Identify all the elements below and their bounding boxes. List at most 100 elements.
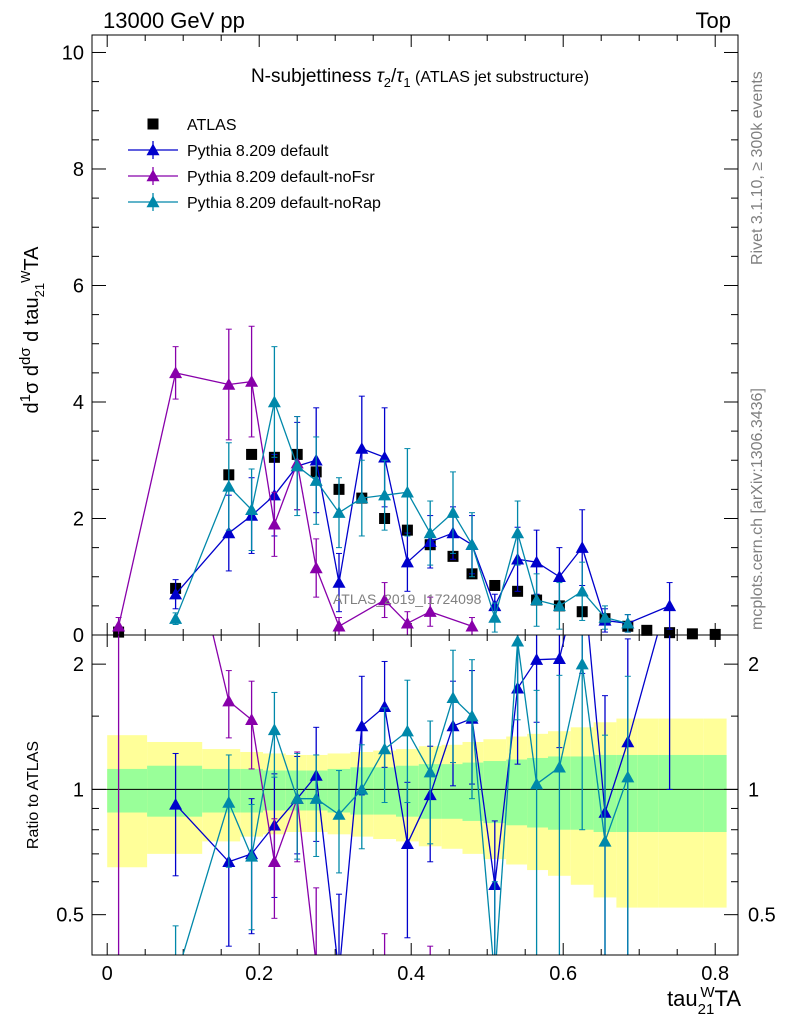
series-line-segment — [406, 491, 431, 534]
main-plot: 0 2 4 6 8 10 ATLAS_2019_I1724098 — [62, 34, 739, 647]
ratio-band-inner — [527, 757, 548, 828]
ratio-point — [400, 724, 414, 737]
series-line-segment — [338, 599, 385, 627]
data-point — [709, 628, 721, 640]
series-line-segment — [494, 532, 519, 618]
ratio-point — [222, 694, 236, 707]
data-point — [530, 555, 544, 568]
legend-label-atlas: ATLAS — [187, 117, 237, 134]
series-line-segment — [315, 460, 340, 583]
data-point — [511, 526, 525, 539]
ratio-point — [511, 634, 525, 647]
ratio-tick-label: 2 — [748, 654, 759, 676]
legend-marker-noRap — [146, 195, 160, 208]
data-point — [423, 526, 437, 539]
ratio-line-segment — [175, 804, 230, 863]
series-line-segment — [383, 457, 409, 563]
ratio-line-segment — [296, 798, 316, 956]
x-tick-label: 0.2 — [245, 963, 273, 985]
data-point — [489, 579, 501, 591]
legend-label-default: Pythia 8.209 default — [187, 143, 329, 160]
ratio-line-segment — [429, 725, 454, 796]
data-point — [290, 459, 304, 472]
data-point — [530, 593, 544, 606]
rivet-label: Rivet 3.1.10, ≥ 300k events — [749, 71, 766, 265]
series-line-segment — [273, 401, 298, 467]
ratio-point — [465, 709, 479, 722]
data-point — [378, 450, 392, 463]
data-point — [663, 599, 677, 612]
ratio-line-segment — [558, 664, 583, 768]
data-point — [488, 611, 502, 623]
legend-label-noFsr: Pythia 8.209 default-noFsr — [187, 169, 375, 186]
data-point — [575, 541, 589, 553]
ratio-band-inner — [658, 754, 681, 833]
series-line-segment — [175, 372, 229, 386]
series-line-segment — [494, 558, 519, 607]
x-axis-label: tau21WTA — [667, 984, 741, 1018]
ratio-line-segment — [182, 802, 230, 956]
ratio-y-label: Ratio to ATLAS — [25, 741, 42, 849]
ratio-line-segment — [604, 776, 629, 842]
data-point — [575, 584, 589, 597]
data-point — [355, 442, 369, 454]
data-point — [400, 485, 414, 498]
ratio-line-segment — [406, 794, 431, 845]
data-point — [332, 619, 346, 632]
series-line-segment — [452, 512, 473, 546]
legend-marker-default — [146, 143, 160, 156]
x-tick-label: 0.8 — [701, 963, 729, 985]
ratio-plot: 0 0.2 0.4 0.6 0.8 0.5 0.5 1 1 2 2 — [56, 634, 776, 985]
ratio-band-inner — [506, 759, 528, 826]
data-point — [169, 587, 183, 600]
data-point — [552, 599, 566, 612]
ratio-line-segment — [516, 641, 538, 785]
data-point — [598, 611, 612, 623]
main-y-label: d1σ ddσ d tau21WTA — [17, 246, 47, 414]
y-tick-label: 0 — [73, 625, 84, 647]
series-line-segment — [174, 486, 230, 619]
data-point — [245, 375, 259, 387]
data-point — [169, 366, 183, 379]
ratio-point — [332, 808, 346, 820]
ratio-point — [575, 657, 589, 670]
ratio-line-segment — [494, 688, 519, 885]
series-line-segment — [338, 448, 363, 583]
ratio-point — [267, 723, 281, 736]
main-series — [112, 325, 721, 640]
ratio-point — [355, 719, 369, 732]
series-line-segment — [516, 532, 538, 601]
watermark: ATLAS_2019_I1724098 — [333, 591, 482, 607]
ratio-point — [378, 700, 392, 712]
series-line-segment — [175, 532, 230, 595]
data-point — [222, 479, 236, 492]
ratio-axis-ticks: 0 0.2 0.4 0.6 0.8 0.5 0.5 1 1 2 2 — [56, 635, 776, 985]
data-point — [378, 593, 392, 606]
ratio-band-inner — [240, 768, 263, 813]
ratio-line-segment — [361, 748, 386, 790]
mcplots-label: mcplots.cern.ch [arXiv:1306.3436] — [749, 388, 766, 630]
ratio-series — [92, 634, 738, 956]
legend-marker-noFsr — [146, 169, 160, 182]
ratio-line-segment — [471, 718, 496, 885]
data-point — [400, 616, 414, 629]
series-line-segment — [581, 547, 606, 621]
data-point — [222, 378, 236, 390]
series-line-segment — [117, 372, 177, 627]
x-tick-label: 0.4 — [397, 963, 425, 985]
ratio-point — [530, 653, 544, 665]
legend: ATLAS Pythia 8.209 default Pythia 8.209 de… — [128, 117, 381, 212]
ratio-band-inner — [483, 761, 507, 824]
ratio-band-inner — [462, 762, 484, 821]
ratio-band-inner — [107, 768, 148, 813]
ratio-tick-label: 0.5 — [748, 905, 776, 927]
svg-text:d1σ ddσ d tau21WTA: d1σ ddσ d tau21WTA — [17, 246, 47, 414]
ratio-point — [222, 796, 236, 808]
data-point — [664, 627, 676, 639]
series-line-segment — [315, 480, 340, 514]
ratio-line-segment — [228, 802, 253, 857]
series-noFsr — [112, 325, 479, 636]
ratio-line-segment — [536, 658, 560, 661]
ratio-line-segment — [406, 730, 431, 773]
ratio-line-segment — [273, 729, 298, 799]
